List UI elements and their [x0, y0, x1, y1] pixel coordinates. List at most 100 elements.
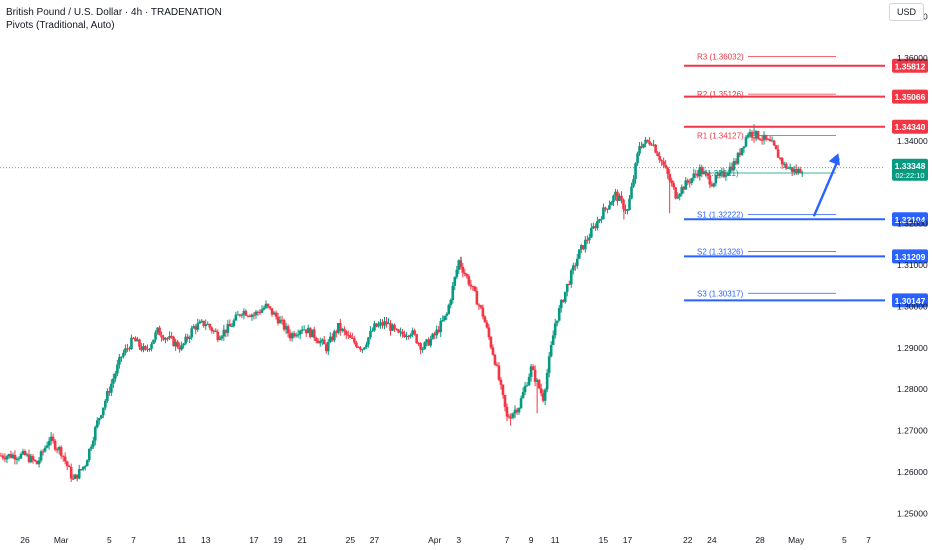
x-tick-label: 26 [20, 535, 30, 545]
x-tick-label: 11 [177, 535, 186, 545]
candle-body [427, 339, 430, 346]
candle-body [148, 348, 151, 350]
candle-body [5, 456, 9, 460]
level-price-label: 1.31209 [895, 252, 926, 262]
candle-body [666, 167, 669, 174]
candle-body [730, 166, 734, 170]
candle-body [200, 320, 204, 322]
candle-body [77, 469, 81, 479]
candle-body [561, 300, 565, 303]
candle-body [140, 346, 143, 351]
candle-body [662, 161, 665, 165]
candle-body [624, 208, 627, 211]
current-price-tag [892, 158, 928, 181]
candle-body [674, 187, 677, 199]
candle-body [521, 392, 525, 399]
candle-body [320, 339, 324, 342]
candle-body [51, 436, 55, 441]
candle-body [598, 219, 601, 222]
candle-body [419, 343, 422, 350]
candle-body [421, 349, 424, 351]
candle-body [525, 385, 529, 387]
candle-body [290, 333, 294, 339]
x-tick-label: 27 [370, 535, 380, 545]
candle-body [461, 266, 465, 273]
candle-body [150, 343, 153, 349]
candle-body [696, 174, 700, 177]
candle-body [784, 163, 788, 169]
candle-body [19, 453, 23, 459]
candle-body [47, 440, 51, 446]
candle-body [535, 380, 539, 382]
candle-body [104, 400, 107, 408]
candle-body [363, 347, 366, 350]
candle-body [628, 198, 631, 210]
candle-body [23, 451, 27, 456]
candle-body [210, 327, 214, 331]
candle-body [618, 195, 621, 201]
candle-body [417, 342, 420, 344]
candle-body [375, 323, 378, 327]
candle-body [216, 331, 220, 340]
candle-body [198, 321, 202, 324]
candle-body [178, 347, 181, 350]
candle-body [280, 319, 284, 321]
symbol-title[interactable]: British Pound / U.S. Dollar · 4h · TRADE… [6, 7, 222, 18]
candle-body [238, 314, 242, 316]
candle-body [722, 171, 726, 177]
candle-body [752, 137, 756, 139]
candle-body [760, 139, 764, 141]
candle-body [142, 346, 145, 351]
candle-body [226, 323, 230, 333]
candle-body [658, 156, 661, 161]
currency-button[interactable]: USD [888, 3, 924, 21]
y-tick-label: 1.30000 [897, 301, 928, 311]
candle-body [294, 334, 298, 337]
indicator-label[interactable]: Pivots (Traditional, Auto) [6, 20, 115, 31]
candle-body [772, 140, 776, 146]
candle-body [541, 393, 545, 401]
candle-body [594, 226, 597, 229]
candle-body [469, 284, 473, 286]
candle-body [567, 283, 571, 285]
candle-body [114, 373, 117, 379]
candle-body [455, 269, 459, 278]
candle-body [519, 398, 523, 409]
candle-body [515, 409, 519, 413]
x-tick-label: 13 [201, 535, 211, 545]
candle-body [620, 195, 623, 200]
pivot-label: R1 (1.34127) [697, 132, 744, 141]
candle-body [17, 458, 21, 460]
candle-body [734, 161, 738, 164]
candle-body [79, 469, 83, 471]
candle-body [361, 349, 364, 351]
level-price-tag [892, 58, 928, 73]
candle-body [102, 407, 105, 416]
candle-body [640, 146, 643, 148]
candle-body [720, 171, 724, 173]
candle-body [463, 272, 467, 275]
candle-body [308, 327, 312, 338]
candle-body [453, 277, 457, 286]
candle-body [622, 199, 625, 209]
price-axis[interactable]: 1.370001.360001.340001.320001.310001.300… [897, 12, 928, 519]
candle-body [389, 323, 392, 331]
x-tick-label: 17 [249, 535, 259, 545]
candle-body [310, 329, 314, 338]
candle-body [234, 314, 238, 321]
candle-body [513, 409, 517, 414]
candle-body [449, 300, 453, 306]
candle-body [411, 330, 414, 335]
candle-body [606, 208, 609, 210]
candle-body [676, 196, 680, 199]
candle-body [316, 340, 320, 344]
time-axis[interactable]: 26 Mar 5 7 11 13 17 19 21 25 27 Apr 3 7 9 11 15 17 22 24 28 M… [20, 535, 871, 545]
candle-body [652, 144, 655, 146]
candle-body [7, 454, 11, 457]
level-price-tag [892, 212, 928, 227]
candle-body [371, 330, 374, 332]
candle-body [559, 300, 563, 309]
candle-body [616, 191, 619, 201]
x-tick-label: 15 [599, 535, 609, 545]
